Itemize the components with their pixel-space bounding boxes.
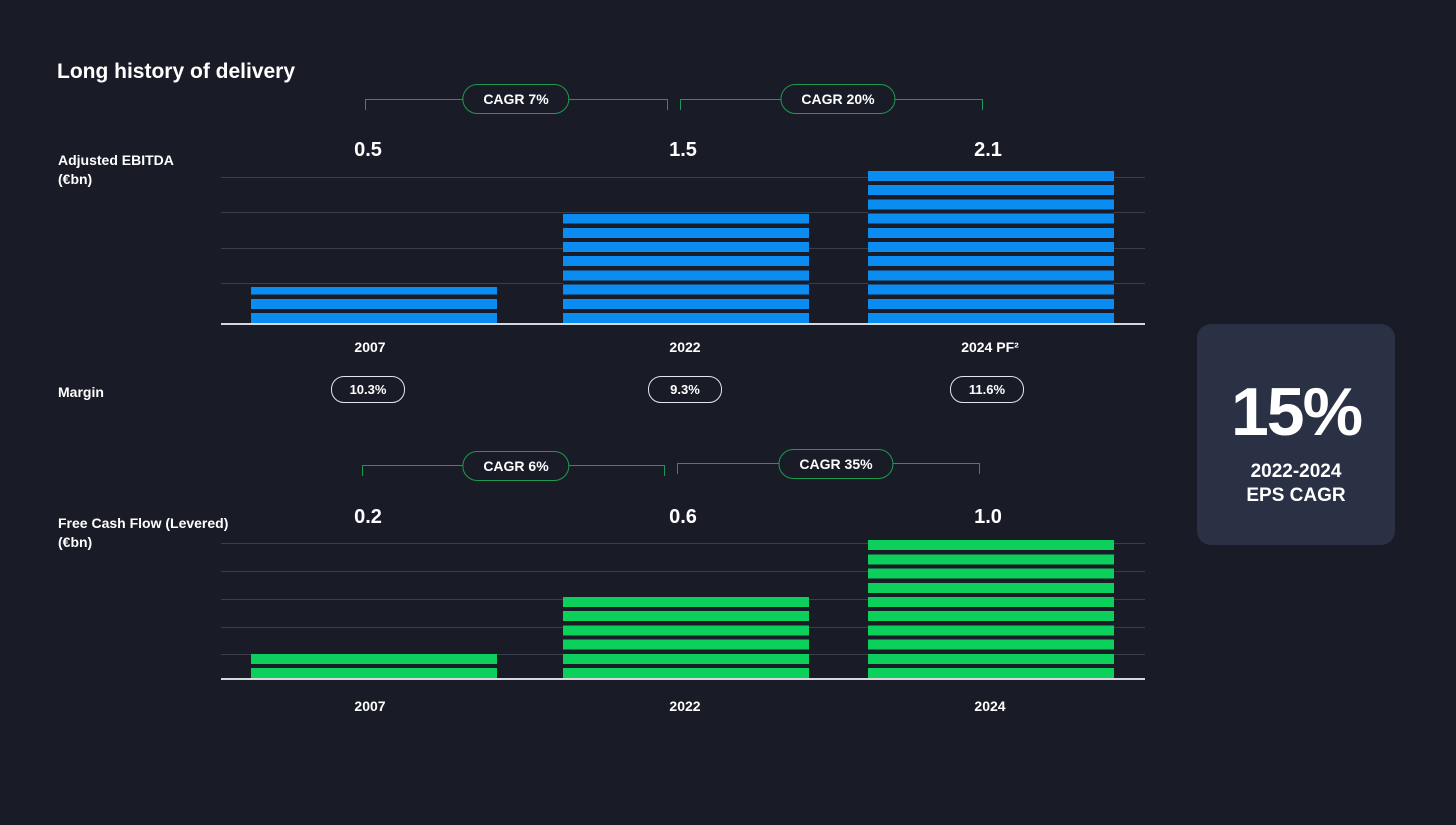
gridline xyxy=(221,212,1145,213)
margin-pill-2022: 9.3% xyxy=(648,376,722,403)
bar-2024PF xyxy=(868,170,1114,323)
fcf-label: Free Cash Flow (Levered) (€bn) xyxy=(58,514,228,552)
value-label: 2.1 xyxy=(974,139,1002,161)
category-label: 2024 PF² xyxy=(961,339,1019,355)
eps-cagr-caption: EPS CAGR xyxy=(1246,485,1346,506)
value-label: 1.0 xyxy=(974,506,1002,528)
cagr-pill: CAGR 20% xyxy=(780,84,896,114)
eps-cagr-period: 2022-2024 xyxy=(1250,461,1342,482)
category-label: 2007 xyxy=(354,339,386,355)
value-label: 0.6 xyxy=(669,506,697,528)
value-label: 1.5 xyxy=(669,139,697,161)
category-label: 2022 xyxy=(669,339,701,355)
eps-cagr-value: 15% xyxy=(1230,374,1363,450)
cagr-pill: CAGR 7% xyxy=(462,84,570,114)
value-label: 0.2 xyxy=(354,506,382,528)
margin-pill-2007: 10.3% xyxy=(331,376,405,403)
fcf-label-unit: (€bn) xyxy=(58,534,93,550)
cagr-pill: CAGR 6% xyxy=(462,451,570,481)
ebitda-label-line1: Adjusted EBITDA xyxy=(58,152,174,168)
margin-label: Margin xyxy=(58,384,104,400)
value-label: 0.5 xyxy=(354,139,382,161)
bar-2022 xyxy=(563,595,809,678)
gridline xyxy=(221,177,1145,178)
ebitda-label: Adjusted EBITDA (€bn) xyxy=(58,151,174,189)
eps-cagr-card: 15% 2022-2024 EPS CAGR xyxy=(1197,324,1395,545)
cagr-pill: CAGR 35% xyxy=(778,449,894,479)
page-title: Long history of delivery xyxy=(57,60,296,83)
bar-2007 xyxy=(251,650,497,678)
baseline xyxy=(221,323,1145,325)
margin-pill-2024: 11.6% xyxy=(950,376,1024,403)
gridline xyxy=(221,571,1145,572)
fcf-label-line1: Free Cash Flow (Levered) xyxy=(58,515,229,531)
ebitda-label-unit: (€bn) xyxy=(58,171,93,187)
baseline xyxy=(221,678,1145,680)
bar-2024 xyxy=(868,540,1114,678)
bar-2022 xyxy=(563,213,809,323)
bar-2007 xyxy=(251,286,497,323)
category-label: 2024 xyxy=(974,698,1006,714)
category-label: 2007 xyxy=(354,698,386,714)
gridline xyxy=(221,543,1145,544)
category-label: 2022 xyxy=(669,698,701,714)
